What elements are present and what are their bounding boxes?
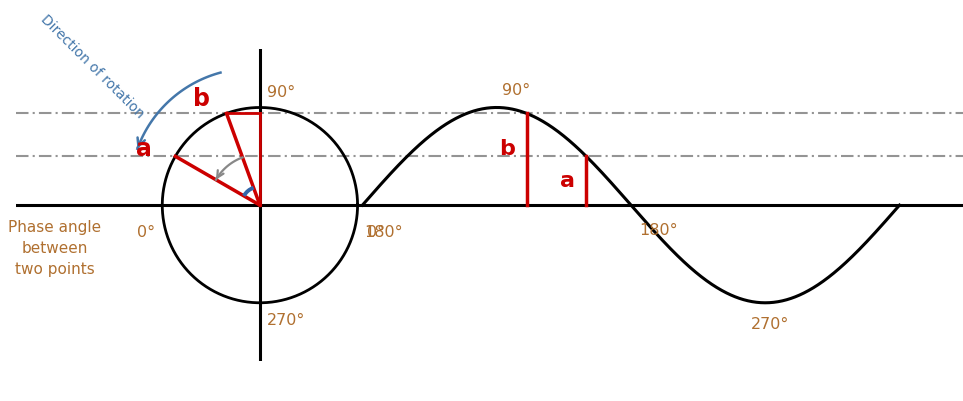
- Text: 0°: 0°: [138, 225, 155, 240]
- Text: 180°: 180°: [364, 225, 403, 240]
- Text: Phase angle
between
two points: Phase angle between two points: [9, 220, 101, 277]
- Text: 270°: 270°: [751, 318, 790, 332]
- Text: b: b: [193, 87, 210, 111]
- Text: 180°: 180°: [638, 223, 677, 238]
- Text: 90°: 90°: [502, 83, 530, 98]
- Text: 0°: 0°: [367, 225, 385, 240]
- Text: b: b: [499, 140, 515, 160]
- Text: a: a: [560, 171, 575, 191]
- Text: a: a: [136, 137, 152, 161]
- Text: 90°: 90°: [267, 85, 295, 100]
- Text: 270°: 270°: [267, 312, 305, 328]
- Text: Direction of rotation: Direction of rotation: [38, 12, 146, 121]
